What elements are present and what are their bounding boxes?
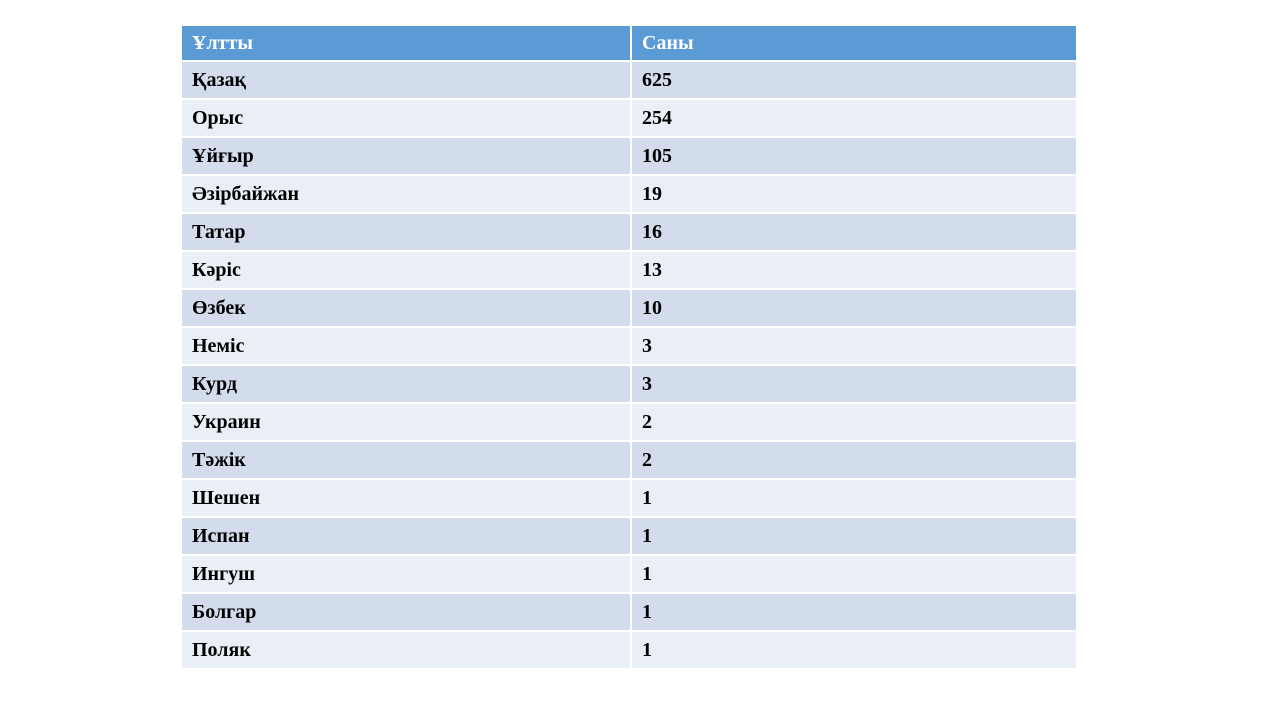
table-row: Испан 1 bbox=[180, 516, 1078, 556]
nationality-cell: Кәріс bbox=[180, 250, 632, 290]
table-row: Қазақ 625 bbox=[180, 60, 1078, 100]
count-cell: 10 bbox=[630, 288, 1078, 328]
count-cell: 254 bbox=[630, 98, 1078, 138]
count-cell: 19 bbox=[630, 174, 1078, 214]
table-body: Қазақ 625 Орыс 254 Ұйғыр 105 Әзірбайжан 19 Татар… bbox=[180, 60, 1078, 670]
nationality-cell: Болгар bbox=[180, 592, 632, 632]
nationality-cell: Шешен bbox=[180, 478, 632, 518]
table-row: Кәріс 13 bbox=[180, 250, 1078, 290]
count-cell: 1 bbox=[630, 592, 1078, 632]
table-row: Тәжік 2 bbox=[180, 440, 1078, 480]
nationality-cell: Әзірбайжан bbox=[180, 174, 632, 214]
nationality-cell: Украин bbox=[180, 402, 632, 442]
table-row: Өзбек 10 bbox=[180, 288, 1078, 328]
table-row: Шешен 1 bbox=[180, 478, 1078, 518]
count-cell: 1 bbox=[630, 478, 1078, 518]
count-cell: 13 bbox=[630, 250, 1078, 290]
table-row: Курд 3 bbox=[180, 364, 1078, 404]
count-cell: 1 bbox=[630, 516, 1078, 556]
nationality-cell: Татар bbox=[180, 212, 632, 252]
column-header-count: Саны bbox=[630, 24, 1078, 62]
nationality-cell: Неміс bbox=[180, 326, 632, 366]
count-cell: 2 bbox=[630, 402, 1078, 442]
table-row: Украин 2 bbox=[180, 402, 1078, 442]
table-row: Ұйғыр 105 bbox=[180, 136, 1078, 176]
count-cell: 3 bbox=[630, 326, 1078, 366]
table-header-row: Ұлтты Саны bbox=[180, 24, 1078, 62]
count-cell: 625 bbox=[630, 60, 1078, 100]
nationality-cell: Ингуш bbox=[180, 554, 632, 594]
table-row: Ингуш 1 bbox=[180, 554, 1078, 594]
table-row: Болгар 1 bbox=[180, 592, 1078, 632]
count-cell: 1 bbox=[630, 630, 1078, 670]
column-header-nationality: Ұлтты bbox=[180, 24, 632, 62]
count-cell: 2 bbox=[630, 440, 1078, 480]
nationality-cell: Тәжік bbox=[180, 440, 632, 480]
table-row: Поляк 1 bbox=[180, 630, 1078, 670]
count-cell: 3 bbox=[630, 364, 1078, 404]
count-cell: 105 bbox=[630, 136, 1078, 176]
table-row: Әзірбайжан 19 bbox=[180, 174, 1078, 214]
nationality-cell: Курд bbox=[180, 364, 632, 404]
nationality-cell: Орыс bbox=[180, 98, 632, 138]
nationality-cell: Қазақ bbox=[180, 60, 632, 100]
nationality-cell: Поляк bbox=[180, 630, 632, 670]
count-cell: 16 bbox=[630, 212, 1078, 252]
count-cell: 1 bbox=[630, 554, 1078, 594]
table-row: Татар 16 bbox=[180, 212, 1078, 252]
nationality-cell: Өзбек bbox=[180, 288, 632, 328]
table-row: Орыс 254 bbox=[180, 98, 1078, 138]
table-row: Неміс 3 bbox=[180, 326, 1078, 366]
nationality-cell: Ұйғыр bbox=[180, 136, 632, 176]
nationality-table: Ұлтты Саны Қазақ 625 Орыс 254 Ұйғыр 105 Әзірба… bbox=[180, 24, 1078, 670]
nationality-cell: Испан bbox=[180, 516, 632, 556]
